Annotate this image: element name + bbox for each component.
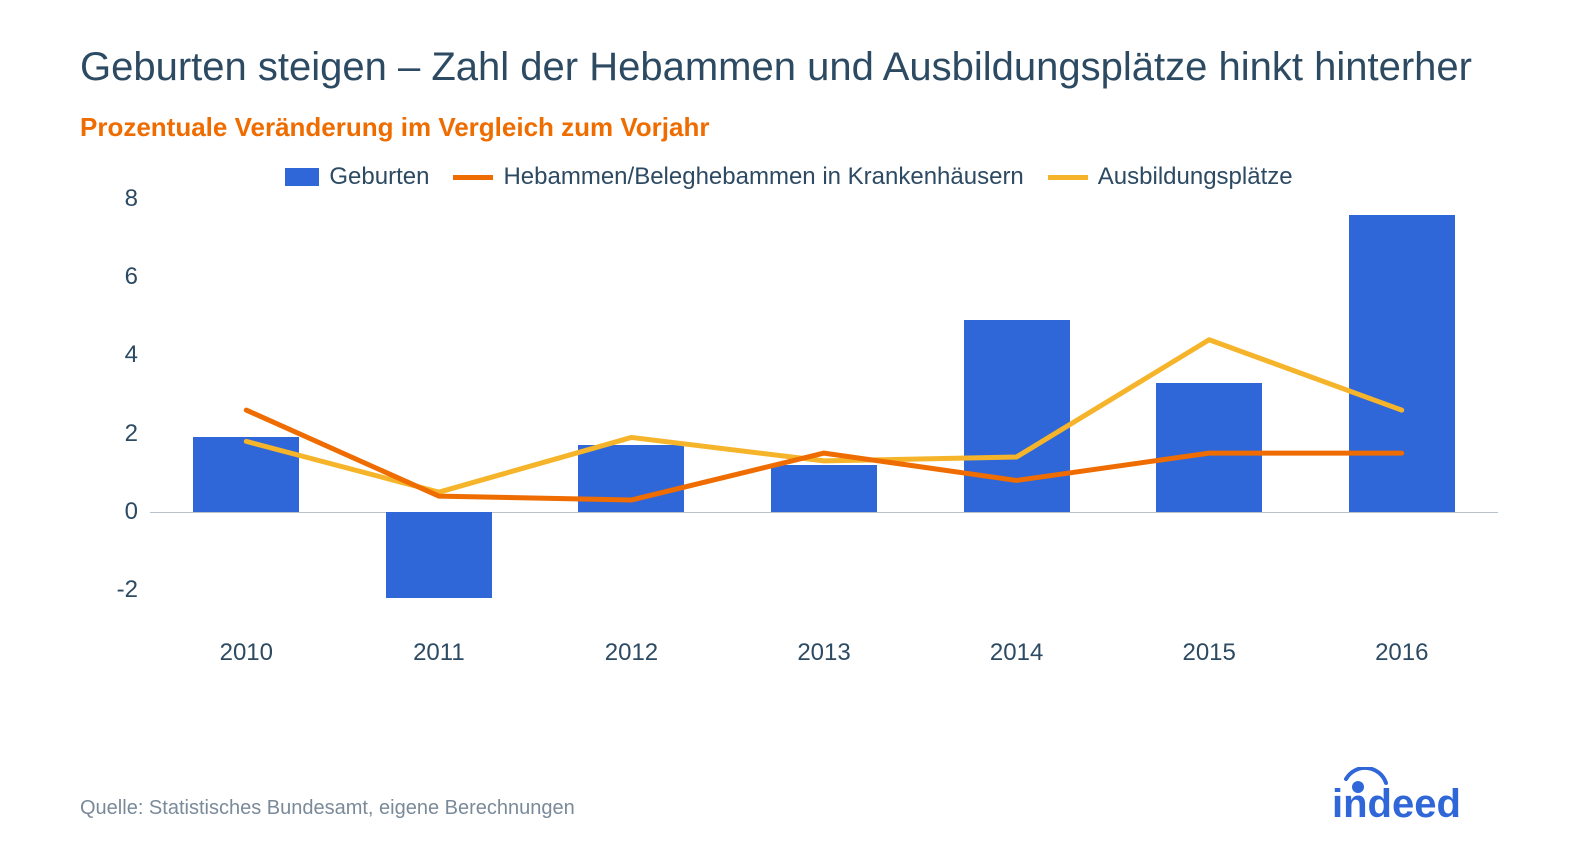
y-tick-label: 8: [125, 185, 138, 213]
legend-label: Geburten: [329, 163, 429, 191]
y-axis: -202468: [80, 199, 150, 629]
legend-item-line1: Hebammen/Beleghebammen in Krankenhäusern: [453, 163, 1023, 191]
x-tick-label: 2014: [920, 639, 1113, 667]
bar-swatch-icon: [285, 168, 319, 186]
x-tick-label: 2010: [150, 639, 343, 667]
plot-area: [150, 199, 1498, 629]
chart-title: Geburten steigen – Zahl der Hebammen und…: [80, 40, 1498, 94]
y-tick-label: 0: [125, 498, 138, 526]
x-tick-label: 2011: [343, 639, 536, 667]
x-tick-label: 2013: [728, 639, 921, 667]
legend-item-bars: Geburten: [285, 163, 429, 191]
logo: indeed: [1328, 767, 1498, 828]
y-tick-label: 6: [125, 263, 138, 291]
line-ausbildungsplaetze: [246, 340, 1401, 492]
x-axis: 2010201120122013201420152016: [150, 639, 1498, 667]
y-tick-label: 4: [125, 341, 138, 369]
lines-layer: [150, 199, 1498, 629]
x-tick-label: 2015: [1113, 639, 1306, 667]
x-tick-label: 2016: [1305, 639, 1498, 667]
legend-label: Hebammen/Beleghebammen in Krankenhäusern: [503, 163, 1023, 191]
legend-item-line2: Ausbildungsplätze: [1048, 163, 1293, 191]
y-tick-label: 2: [125, 420, 138, 448]
chart-area: -202468: [80, 199, 1498, 629]
y-tick-label: -2: [117, 576, 138, 604]
line-swatch-icon: [1048, 175, 1088, 180]
x-tick-label: 2012: [535, 639, 728, 667]
legend: Geburten Hebammen/Beleghebammen in Krank…: [80, 163, 1498, 191]
source-text: Quelle: Statistisches Bundesamt, eigene …: [80, 797, 575, 820]
logo-text: indeed: [1332, 782, 1461, 823]
chart-subtitle: Prozentuale Veränderung im Vergleich zum…: [80, 112, 1498, 143]
line-hebammen: [246, 410, 1401, 500]
line-swatch-icon: [453, 175, 493, 180]
legend-label: Ausbildungsplätze: [1098, 163, 1293, 191]
